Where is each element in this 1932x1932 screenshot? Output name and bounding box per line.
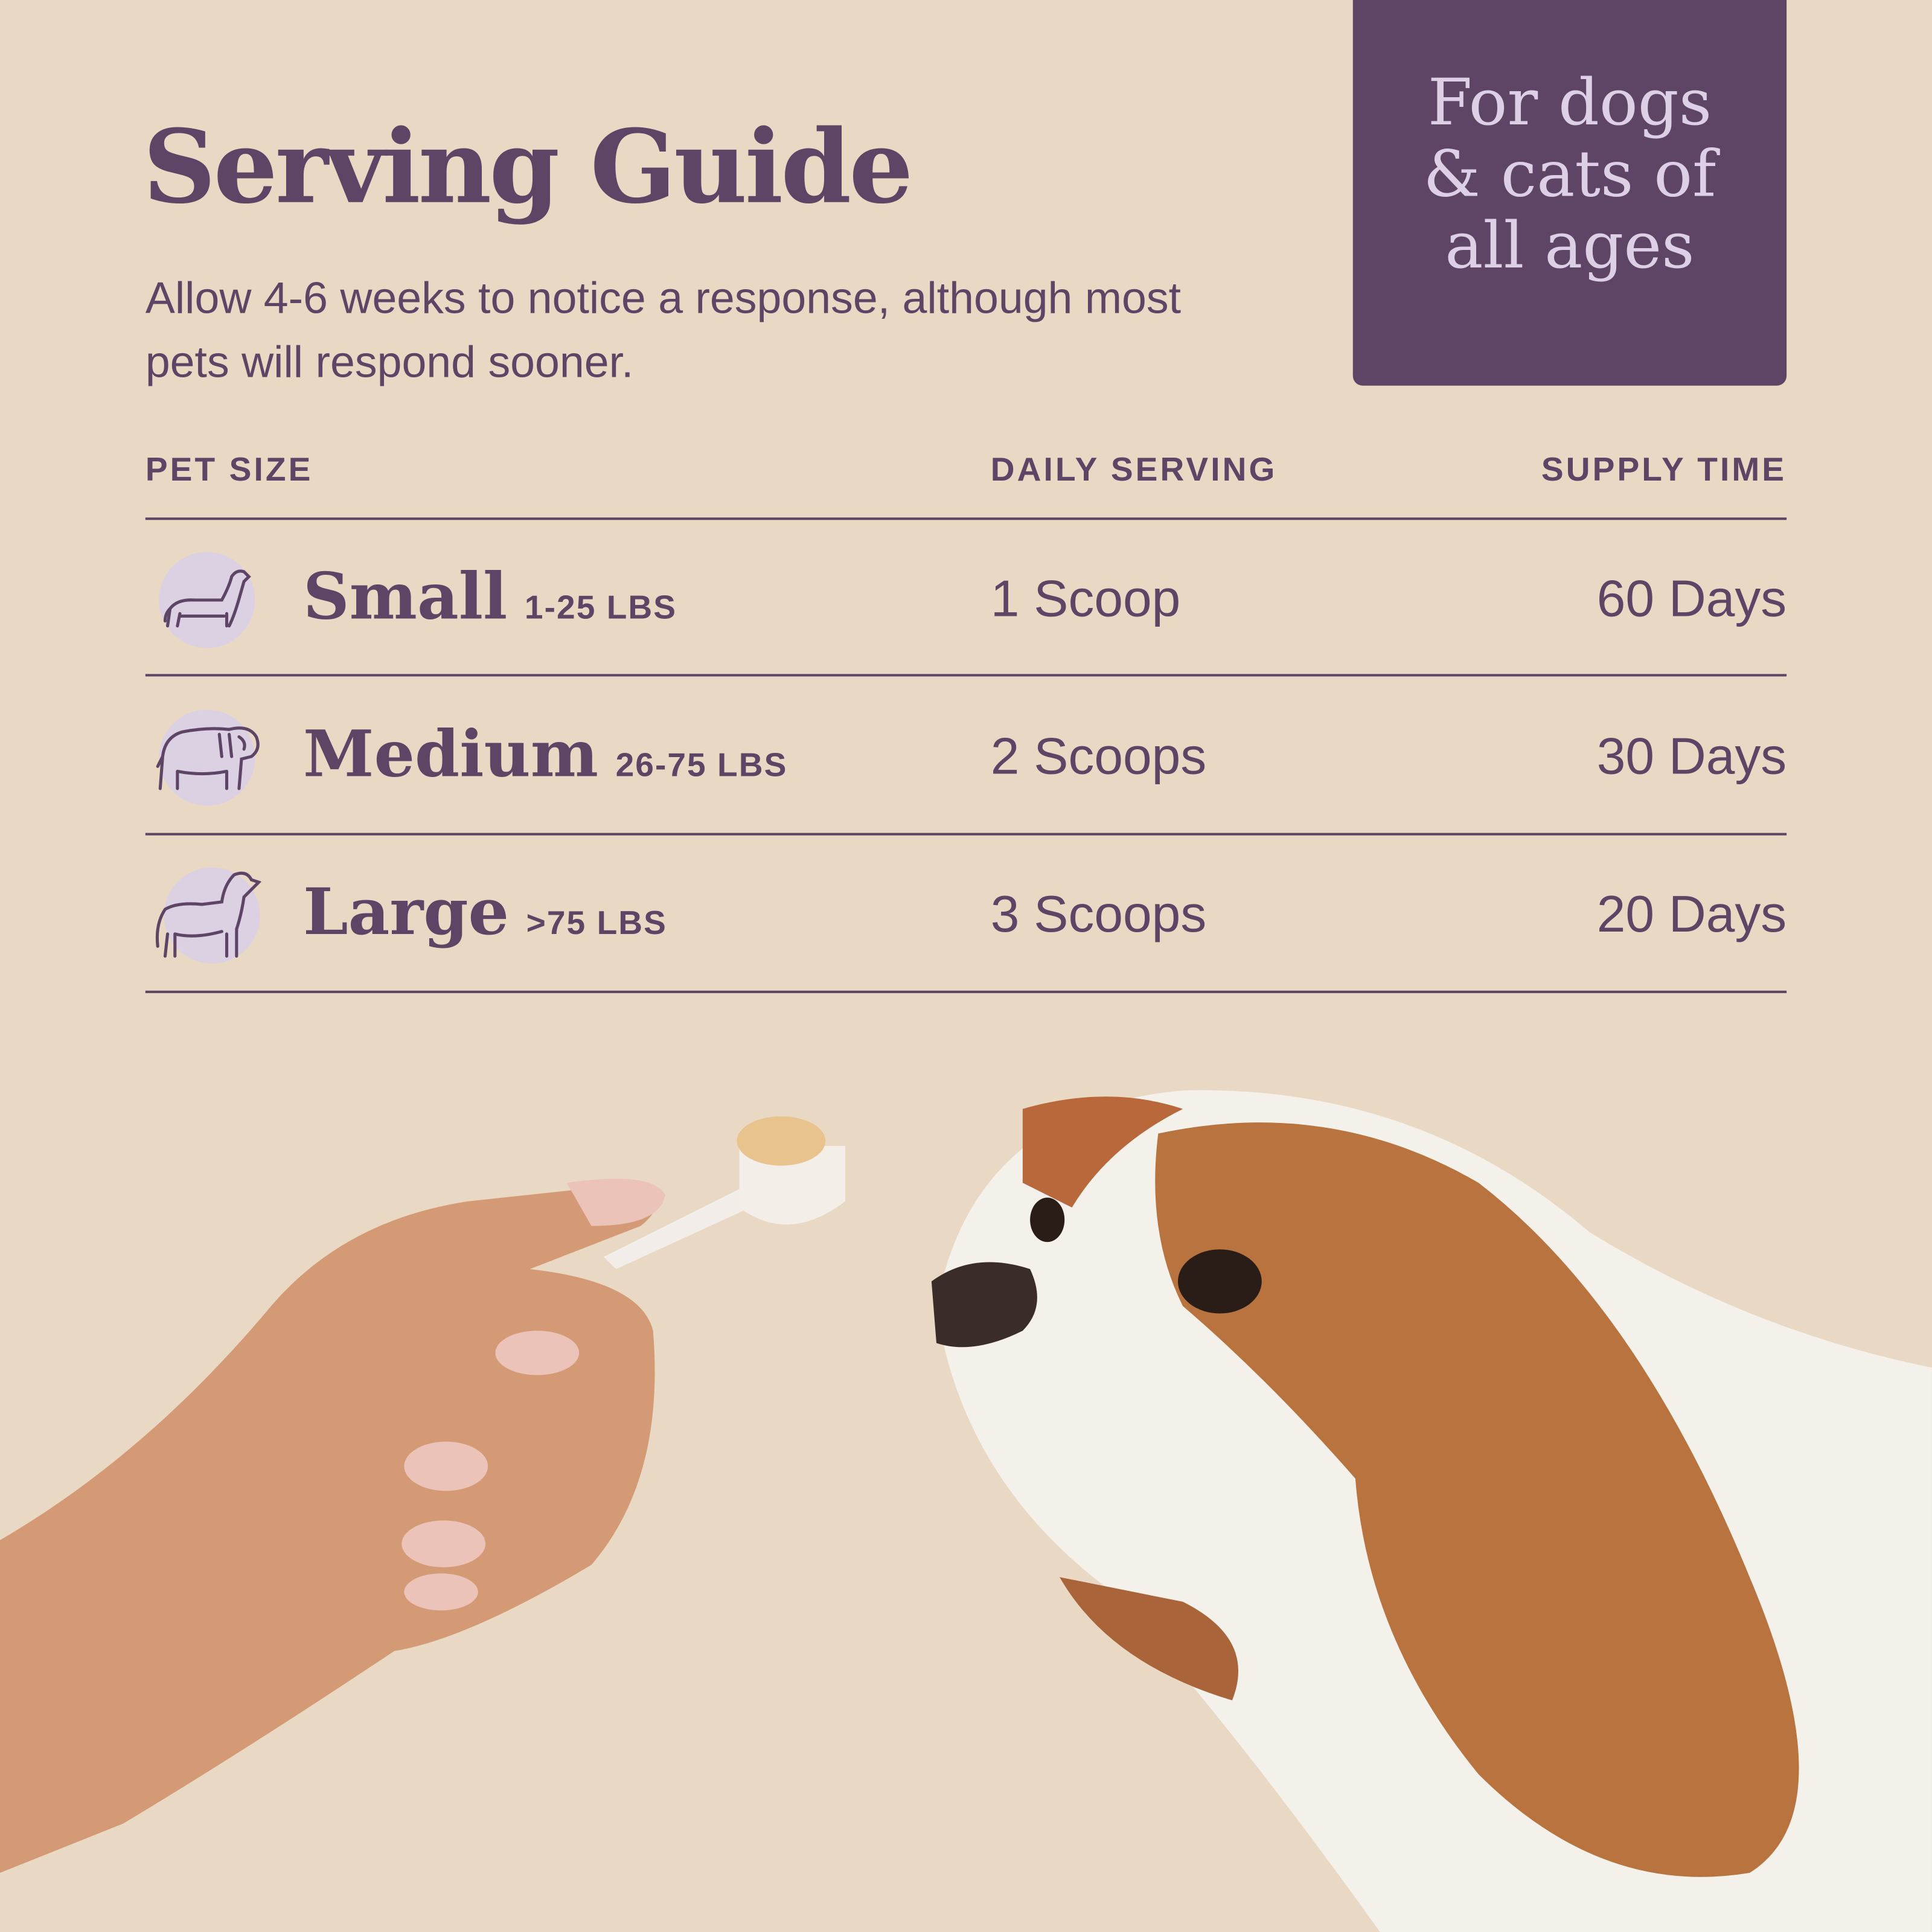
weight-range: 1-25 LBS xyxy=(524,589,677,626)
bulldog-icon xyxy=(156,709,260,806)
divider xyxy=(145,833,1787,836)
badge-text: For dogs & cats of all ages xyxy=(1423,66,1716,283)
page-title: Serving Guide xyxy=(142,108,913,227)
age-badge: For dogs & cats of all ages xyxy=(1352,0,1787,386)
table-row: Medium 26-75 LBS 2 Scoops 30 Days xyxy=(0,677,1932,835)
daily-serving: 1 Scoop xyxy=(990,569,1181,627)
column-header-supply-time: SUPPLY TIME xyxy=(1541,450,1787,488)
daily-serving: 2 Scoops xyxy=(990,727,1207,785)
divider xyxy=(145,674,1787,677)
small-dog-icon xyxy=(159,552,255,648)
supply-time: 20 Days xyxy=(1596,884,1787,943)
weight-range: >75 LBS xyxy=(526,904,667,942)
hand-with-scoop xyxy=(0,1116,845,1873)
daily-serving: 3 Scoops xyxy=(990,884,1207,943)
pet-size-label: Large >75 LBS xyxy=(303,874,667,950)
divider xyxy=(145,517,1787,520)
supply-time: 60 Days xyxy=(1596,569,1787,627)
subtitle: Allow 4-6 weeks to notice a response, al… xyxy=(145,272,1182,387)
column-header-daily-serving: DAILY SERVING xyxy=(990,450,1278,488)
pet-size-label: Small 1-25 LBS xyxy=(303,559,677,635)
dog-and-scoop-photo xyxy=(0,1090,1932,1932)
table-row: Small 1-25 LBS 1 Scoop 60 Days xyxy=(0,520,1932,677)
pet-size-label: Medium 26-75 LBS xyxy=(303,717,788,793)
large-dog-icon xyxy=(155,867,261,964)
supply-time: 30 Days xyxy=(1596,727,1787,785)
cavalier-dog xyxy=(931,1090,1932,1932)
weight-range: 26-75 LBS xyxy=(615,746,788,784)
column-header-pet-size: PET SIZE xyxy=(145,450,313,488)
divider xyxy=(145,990,1787,993)
table-row: Large >75 LBS 3 Scoops 20 Days xyxy=(0,836,1932,993)
